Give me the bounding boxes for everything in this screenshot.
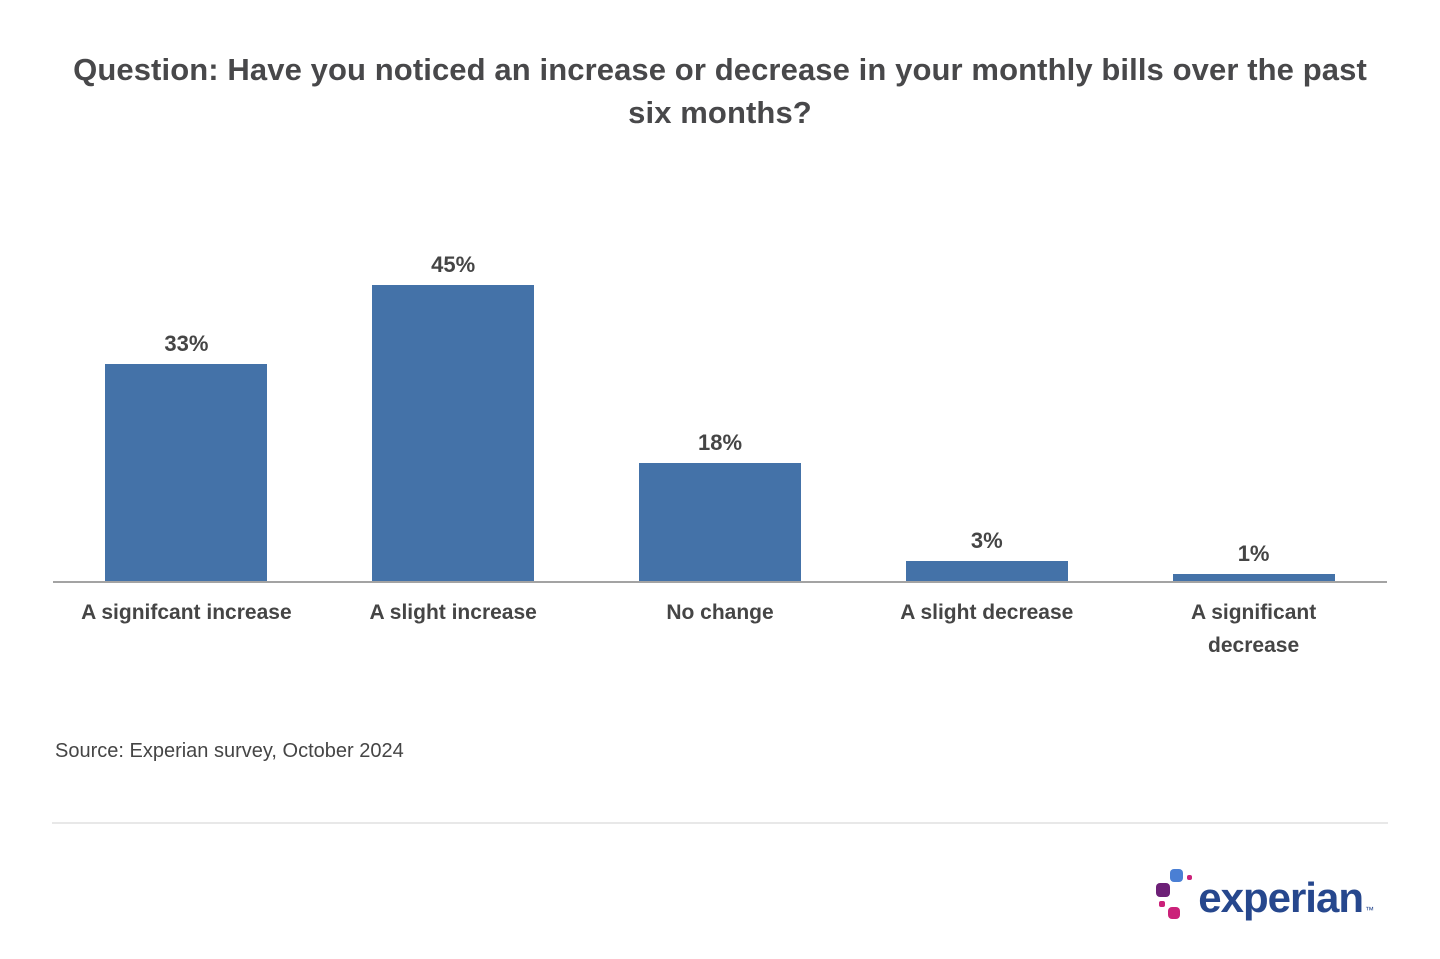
category-label: A signifcant increase [81, 601, 292, 624]
bar-chart: 33% 45% 18% 3% 1% A signifcant increase A sli… [53, 230, 1387, 662]
category-label: A slight decrease [900, 601, 1074, 624]
bar [638, 463, 801, 581]
category-labels-row: A signifcant increase A slight increase No… [53, 583, 1387, 662]
logo-block-blue [1170, 869, 1184, 882]
bar [105, 364, 268, 581]
bar [1172, 574, 1335, 581]
bar-value-label: 3% [970, 528, 1003, 553]
bar [372, 285, 535, 581]
bar-value-label: 45% [431, 252, 476, 277]
experian-logo: experian ™ [1152, 864, 1374, 921]
bar-column: 1% [1120, 541, 1387, 581]
logo-block-magenta-small [1159, 901, 1166, 907]
source-note: Source: Experian survey, October 2024 [55, 740, 404, 762]
bar-column: 18% [587, 430, 854, 581]
experian-blocks-icon [1152, 864, 1196, 921]
bar [905, 561, 1068, 581]
logo-block-magenta [1168, 907, 1181, 919]
bar-value-label: 33% [164, 331, 209, 356]
bar-column: 33% [53, 331, 320, 581]
bars-row: 33% 45% 18% 3% 1% [53, 230, 1387, 583]
chart-title: Question: Have you noticed an increase o… [73, 52, 1367, 130]
logo-row: experian ™ [0, 864, 1374, 921]
bar-value-label: 1% [1237, 541, 1270, 566]
bar-column: 45% [320, 252, 587, 581]
logo-block-magenta-dot [1187, 875, 1193, 880]
logo-wordmark: experian [1198, 874, 1364, 921]
page: Question: Have you noticed an increase o… [0, 48, 1440, 959]
category-label: A significant decrease [1190, 601, 1317, 657]
divider-line [52, 822, 1388, 824]
logo-block-purple [1156, 883, 1171, 897]
category-label: No change [666, 601, 774, 624]
bar-column: 3% [853, 528, 1120, 581]
logo-trademark: ™ [1365, 905, 1374, 915]
category-label: A slight increase [369, 601, 537, 624]
bar-value-label: 18% [697, 430, 743, 455]
